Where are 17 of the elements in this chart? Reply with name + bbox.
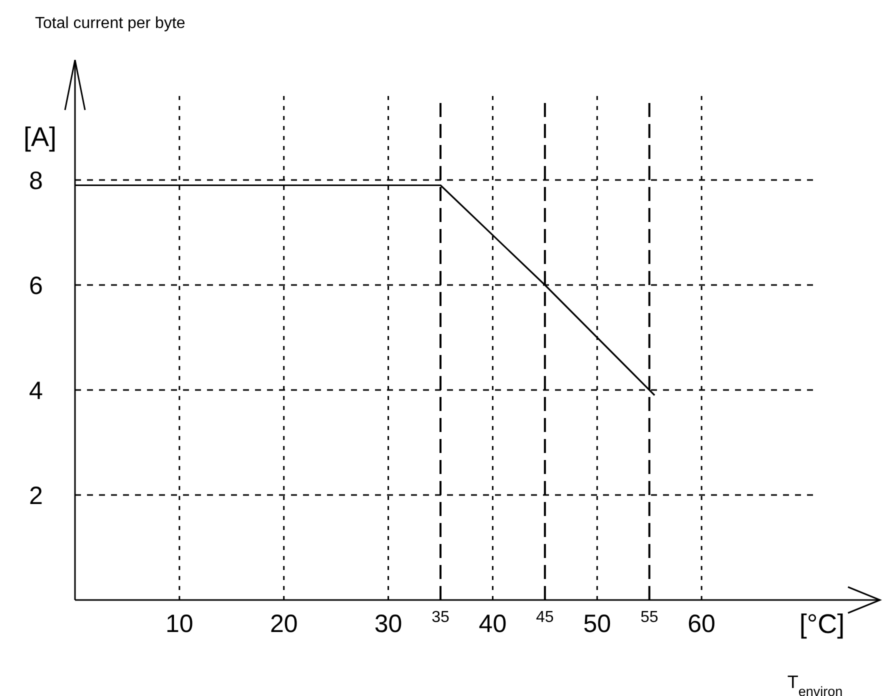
x-axis-title: [°C] — [799, 609, 845, 639]
ref-line-label: 55 — [640, 609, 658, 626]
y-axis-title: [A] — [23, 122, 57, 152]
x-tick-label: 60 — [688, 610, 716, 638]
chart-title: Total current per byte — [35, 15, 186, 32]
y-tick-label: 6 — [29, 272, 43, 300]
x-tick-label: 30 — [374, 610, 402, 638]
x-tick-label: 50 — [583, 610, 612, 638]
y-tick-label: 2 — [29, 482, 43, 510]
y-tick-label: 4 — [29, 376, 44, 405]
x-tick-label: 40 — [478, 610, 507, 638]
y-tick-label: 8 — [29, 166, 43, 195]
ref-line-label: 35 — [432, 609, 450, 626]
x-tick-label: 20 — [270, 610, 298, 638]
ref-line-label: 45 — [536, 609, 554, 626]
x-tick-label: 10 — [166, 610, 194, 638]
text: T$_{environ}$ — [787, 672, 843, 696]
